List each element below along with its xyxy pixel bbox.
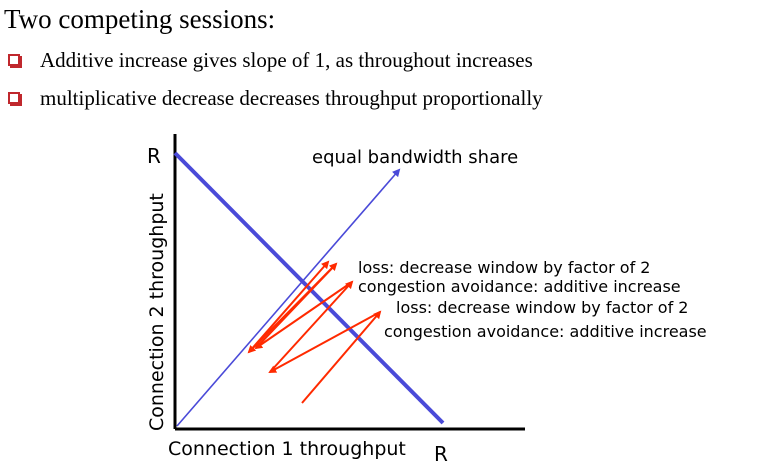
bullet-item: Additive increase gives slope of 1, as t…	[8, 48, 533, 73]
equal-share-line	[176, 168, 401, 427]
full-utilization-line	[173, 151, 445, 425]
trajectory-arrow	[268, 311, 381, 373]
trajectory-arrow	[269, 280, 354, 373]
trajectory-arrow	[247, 263, 337, 354]
trajectory-arrow	[248, 260, 330, 353]
trajectory-arrow	[301, 310, 382, 404]
bullet-text: Additive increase gives slope of 1, as t…	[40, 48, 533, 72]
y-axis-end-label: R	[147, 144, 161, 168]
x-axis-end-label: R	[434, 442, 448, 466]
bullet-text: multiplicative decrease decreases throug…	[40, 86, 543, 110]
annotation-loss: loss: decrease window by factor of 2	[358, 258, 650, 277]
annotation-increase: congestion avoidance: additive increase	[358, 277, 681, 296]
slide-heading: Two competing sessions:	[4, 4, 276, 34]
bullet-box-icon	[8, 54, 22, 68]
bullet-item: multiplicative decrease decreases throug…	[8, 86, 543, 111]
trajectory-arrow	[254, 281, 353, 350]
y-axis-label: Connection 2 throughput	[146, 193, 168, 431]
annotation-increase: congestion avoidance: additive increase	[384, 322, 707, 341]
bullet-box-icon	[8, 92, 22, 106]
x-axis-label: Connection 1 throughput	[168, 438, 406, 460]
annotation-loss: loss: decrease window by factor of 2	[396, 298, 688, 317]
trajectory	[247, 260, 382, 404]
equal-share-label: equal bandwidth share	[312, 147, 518, 168]
